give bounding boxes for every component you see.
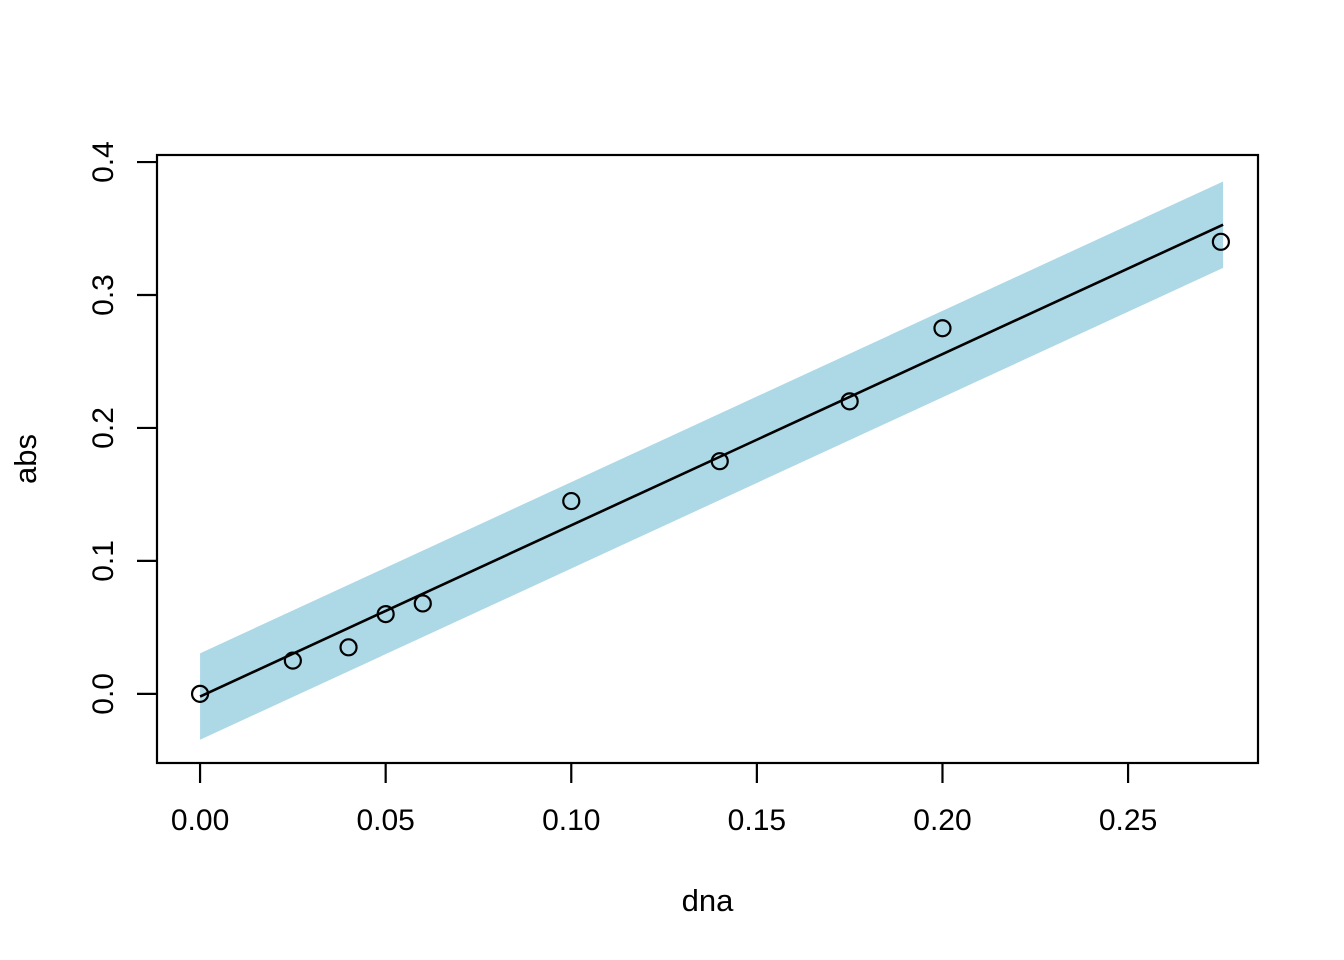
plot-border	[155, 153, 1260, 765]
x-tick-label: 0.15	[728, 804, 786, 837]
x-tick-label: 0.10	[542, 804, 600, 837]
data-point	[710, 452, 729, 471]
data-point	[562, 491, 581, 511]
data-point	[933, 319, 952, 338]
data-point	[376, 604, 395, 624]
data-point	[413, 594, 432, 613]
x-tick-label: 0.05	[356, 804, 414, 837]
y-tick-label: 0.4	[87, 141, 120, 183]
x-tick-label: 0.25	[1099, 804, 1157, 837]
data-point	[840, 392, 859, 411]
data-point	[1211, 232, 1230, 251]
y-tick-label: 0.2	[87, 407, 120, 449]
y-tick-label: 0.3	[87, 274, 120, 316]
y-tick-label: 0.1	[87, 540, 120, 582]
y-axis-title: abs	[8, 434, 43, 484]
data-point	[283, 651, 302, 670]
data-point	[339, 638, 358, 657]
y-tick-label: 0.0	[87, 673, 120, 715]
x-axis-title: dna	[682, 883, 734, 918]
data-point	[190, 684, 210, 703]
x-tick-label: 0.20	[913, 804, 971, 837]
x-tick-label: 0.00	[171, 804, 229, 837]
